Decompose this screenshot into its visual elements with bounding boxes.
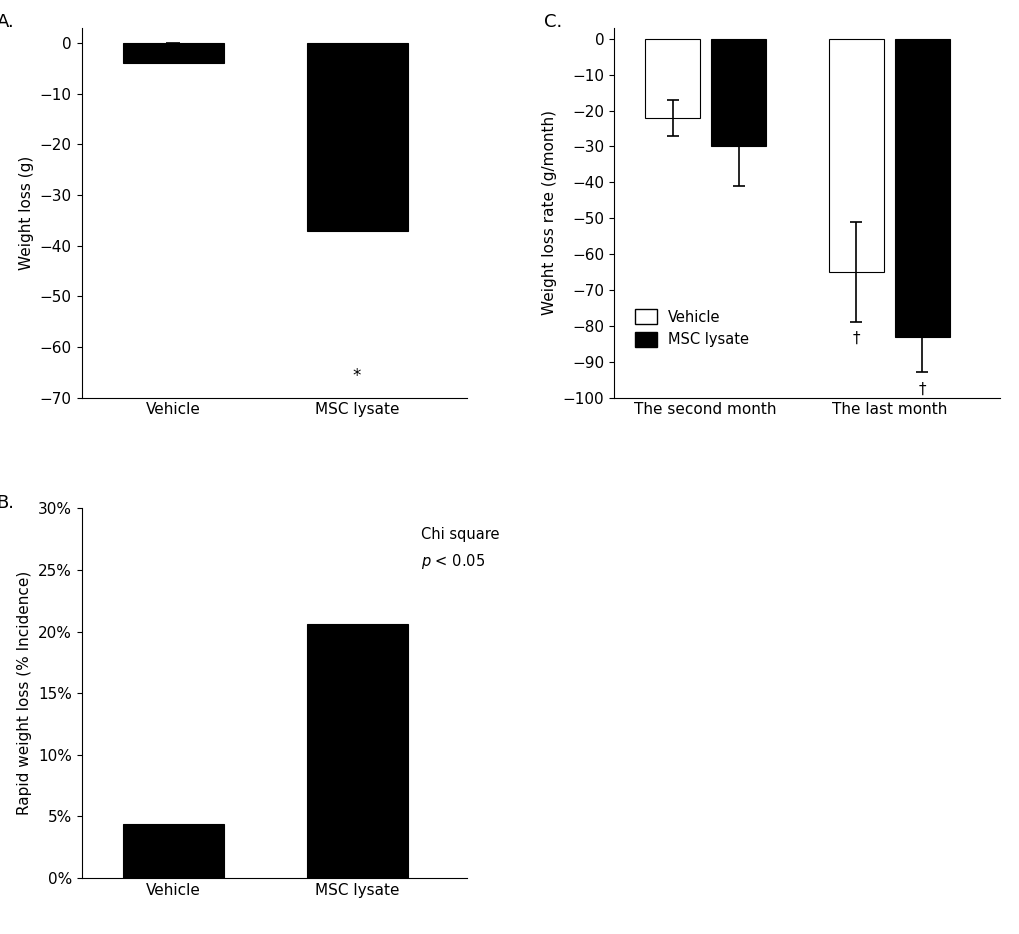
Bar [644, 39, 699, 118]
Text: A.: A. [0, 13, 14, 31]
Y-axis label: Weight loss rate (g/month): Weight loss rate (g/month) [541, 110, 556, 316]
Bar [123, 43, 224, 64]
Bar [307, 624, 408, 878]
Text: †: † [918, 381, 925, 396]
Bar [123, 825, 224, 878]
Bar [307, 43, 408, 231]
Text: Chi square: Chi square [421, 527, 499, 542]
Text: B.: B. [0, 494, 14, 512]
Y-axis label: Weight loss (g): Weight loss (g) [19, 156, 35, 270]
Text: C.: C. [544, 13, 562, 31]
Text: †: † [852, 332, 859, 347]
Legend: Vehicle, MSC lysate: Vehicle, MSC lysate [629, 304, 754, 353]
Text: $p$ < 0.05: $p$ < 0.05 [421, 552, 485, 571]
Bar [710, 39, 765, 147]
Y-axis label: Rapid weight loss (% Incidence): Rapid weight loss (% Incidence) [17, 571, 33, 815]
Bar [828, 39, 883, 272]
Text: *: * [353, 367, 361, 385]
Bar [894, 39, 949, 336]
